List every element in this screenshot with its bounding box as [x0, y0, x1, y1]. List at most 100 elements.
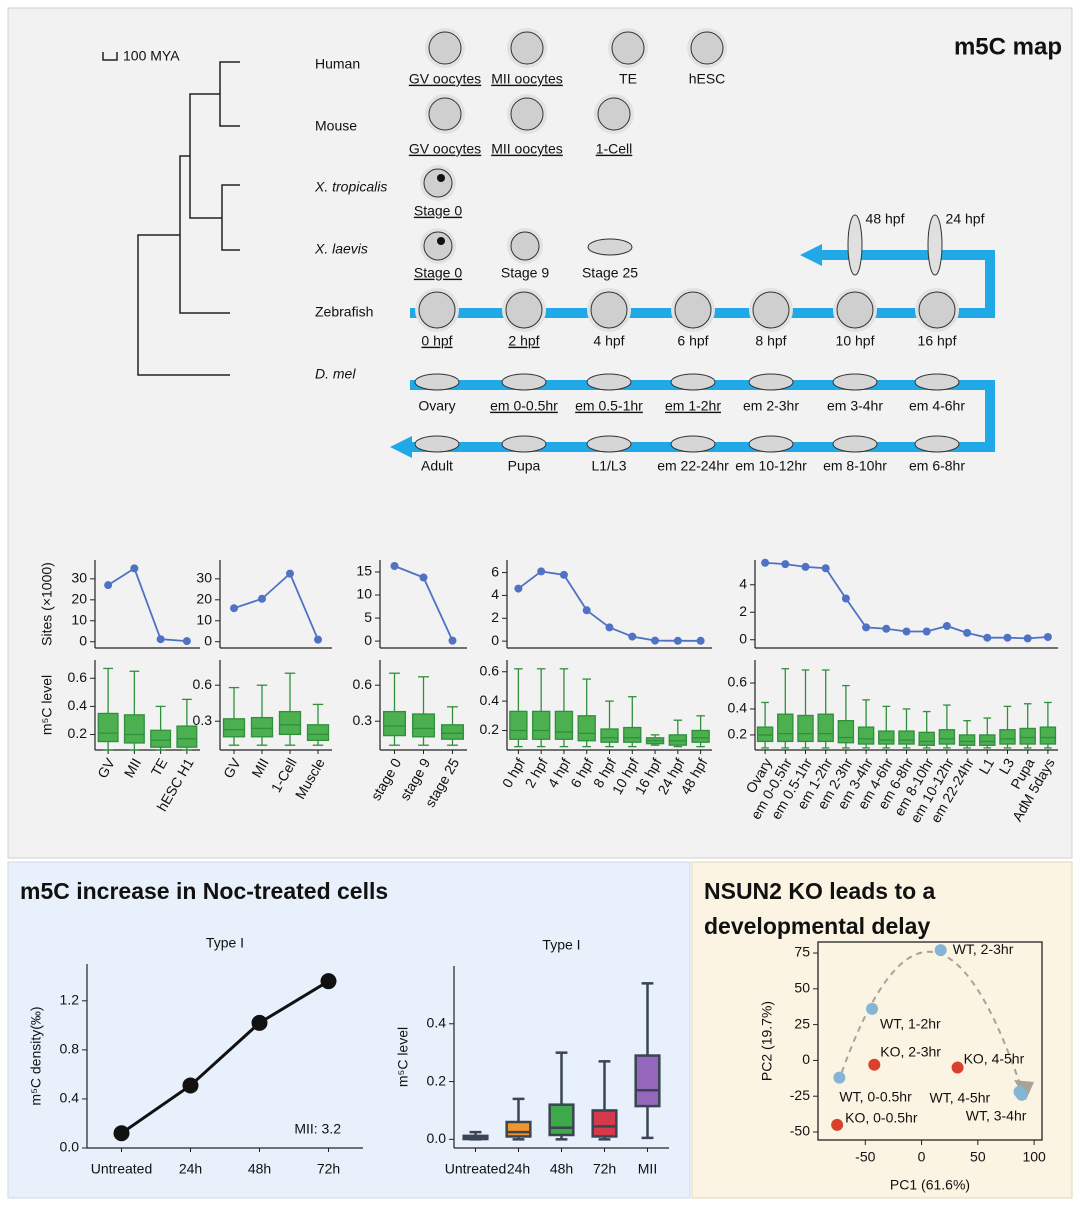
line [233, 572, 319, 640]
box [857, 726, 875, 745]
point [156, 635, 165, 644]
embryo-icon [914, 435, 960, 453]
y-tick-label: 0.2 [480, 721, 500, 737]
embryo-icon [423, 231, 453, 261]
y-tick-label: 0.0 [427, 1130, 447, 1146]
zebrafish-arrow [985, 250, 995, 318]
species-label: Mouse [315, 118, 357, 134]
stage-label: GV oocytes [409, 141, 481, 157]
stage-label: em 10-12hr [735, 458, 807, 474]
stage-label: em 0.5-1hr [575, 398, 643, 414]
y-tick-label: 10 [71, 611, 87, 627]
box [150, 729, 172, 748]
stage-label: em 3-4hr [827, 398, 883, 414]
embryo-icon [586, 373, 632, 391]
zebrafish-arrow [818, 250, 995, 260]
point [390, 561, 399, 570]
arrow-head [800, 244, 822, 266]
box [1019, 727, 1036, 745]
y-tick-label: 0 [802, 1051, 810, 1067]
y-tick-label: 5 [364, 609, 372, 625]
point-label: KO, 0-0.5hr [845, 1110, 918, 1126]
arrow-head [390, 436, 412, 458]
embryo-icon [748, 435, 794, 453]
line [107, 567, 187, 642]
point [942, 622, 951, 630]
point [605, 623, 614, 632]
species-label: Human [315, 56, 360, 72]
embryo-icon [847, 214, 863, 276]
box [250, 716, 274, 738]
point [882, 624, 891, 633]
stage-label: Adult [421, 458, 453, 474]
y-tick-label: 0.6 [193, 676, 213, 692]
stage-label: GV oocytes [409, 71, 481, 87]
box [382, 710, 407, 737]
point [130, 564, 139, 573]
x-tick-label: TE [148, 755, 171, 778]
embryo-icon [597, 97, 631, 131]
y-tick-label: -50 [790, 1123, 810, 1139]
box [979, 734, 996, 746]
x-tick-label: 0 [918, 1149, 926, 1165]
y-axis-label: m⁵C density(‰) [28, 1006, 44, 1105]
y-tick-label: 0.6 [480, 662, 500, 678]
stage-label: 24 hpf [946, 211, 985, 227]
x-tick-label: 24h [507, 1161, 530, 1177]
plot-frame [817, 941, 1043, 1141]
x-tick-label: Untreated [91, 1161, 152, 1177]
y-tick-label: 0.4 [427, 1014, 447, 1030]
y-tick-label: 0 [739, 630, 747, 646]
y-tick-label: 0.4 [60, 1090, 80, 1106]
point [258, 594, 266, 603]
embryo-icon [428, 31, 462, 65]
box [691, 729, 710, 743]
point-label: WT, 3-4hr [966, 1107, 1027, 1123]
box [999, 729, 1016, 745]
stage-label: 16 hpf [918, 333, 957, 349]
panel-title: m5C increase in Noc-treated cells [20, 878, 388, 904]
point [251, 1014, 268, 1031]
box [123, 714, 145, 744]
chart-title: Type I [206, 935, 244, 951]
stage-label: MII oocytes [491, 141, 563, 157]
y-tick-label: 50 [794, 980, 810, 996]
stage-label: em 2-3hr [743, 398, 799, 414]
box [97, 712, 119, 743]
x-tick-label: 50 [970, 1149, 986, 1165]
species-label: X. laevis [314, 241, 368, 257]
y-tick-label: 30 [71, 570, 87, 586]
y-tick-label: 0.2 [427, 1072, 447, 1088]
y-tick-label: 0 [79, 632, 87, 648]
point [934, 944, 947, 957]
point-label: WT, 1-2hr [880, 1016, 941, 1032]
embryo-icon [418, 291, 456, 329]
point-label: KO, 4-5hr [964, 1050, 1025, 1066]
point-label: WT, 4-5hr [929, 1090, 990, 1106]
y-tick-label: 2 [491, 609, 499, 625]
map-title: m5C map [954, 33, 1062, 60]
y-tick-label: 0.4 [68, 697, 88, 713]
stage-label: 2 hpf [508, 333, 539, 349]
embryo-icon [505, 291, 543, 329]
stage-label: em 8-10hr [823, 458, 887, 474]
y-tick-label: 1.2 [60, 992, 80, 1008]
stage-label: 48 hpf [866, 211, 905, 227]
y-tick-label: 0.3 [353, 712, 373, 728]
scale-label: 100 MYA [123, 48, 180, 64]
y-axis-label: Sites (×1000) [39, 562, 55, 646]
y-axis-label: m⁵C level [39, 675, 55, 735]
y-tick-label: 0.4 [480, 692, 500, 708]
y-tick-label: 0 [364, 632, 372, 648]
x-tick-label: -50 [855, 1149, 875, 1165]
stage-label: Stage 25 [582, 265, 638, 281]
y-axis-label: m⁵C level [395, 1027, 411, 1087]
y-tick-label: 0.0 [60, 1139, 80, 1155]
x-axis-label: PC1 (61.6%) [890, 1177, 970, 1193]
box [878, 730, 895, 745]
y-tick-label: 20 [196, 591, 212, 607]
point [868, 1058, 881, 1071]
y-tick-label: 0.2 [68, 725, 88, 741]
embryo-icon [611, 31, 645, 65]
